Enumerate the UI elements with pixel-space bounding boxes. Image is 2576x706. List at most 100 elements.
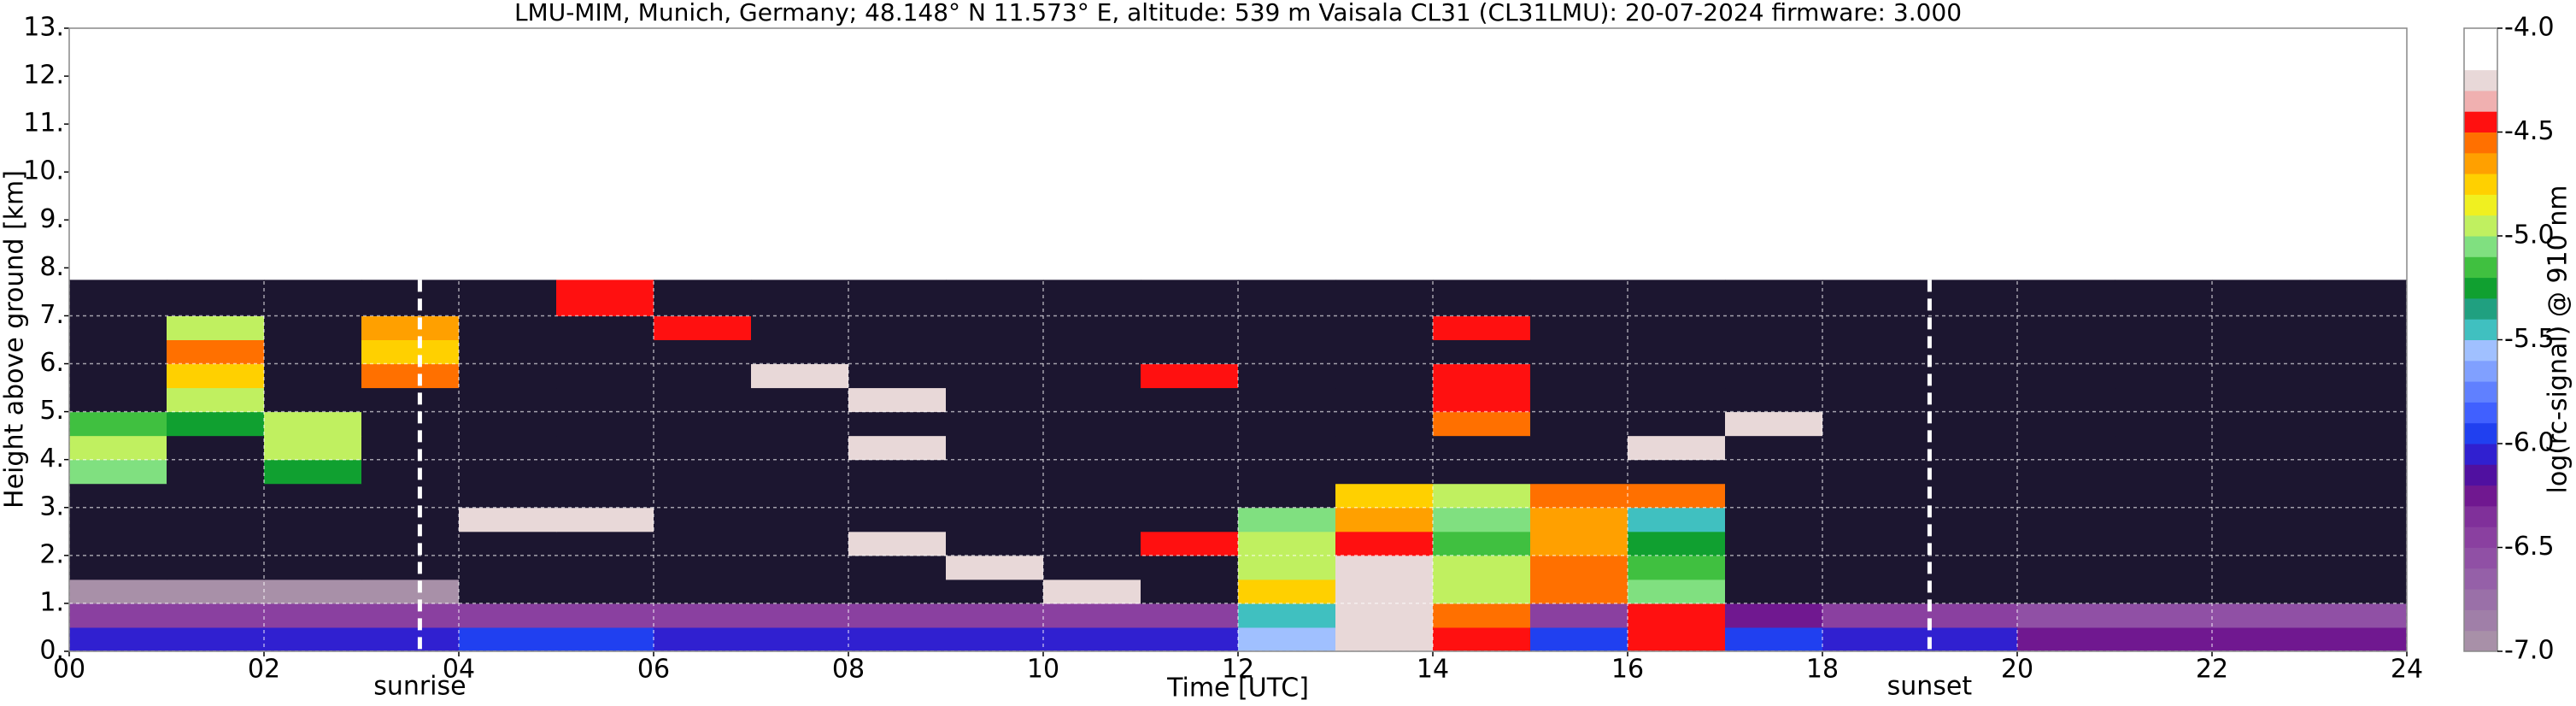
heatmap-cell — [459, 387, 557, 413]
heatmap-cell — [848, 459, 947, 485]
colorbar-swatch — [2464, 256, 2497, 279]
heatmap-cell — [1920, 603, 2018, 628]
heatmap-cell — [1043, 579, 1141, 604]
heatmap-cell — [1335, 555, 1434, 580]
heatmap-cell — [1920, 579, 2018, 604]
heatmap-cell — [1433, 483, 1531, 509]
heatmap-cell — [1238, 363, 1336, 389]
colorbar-swatch — [2464, 277, 2497, 299]
x-tick-label: 06 — [637, 655, 670, 685]
heatmap-cell — [2309, 411, 2408, 437]
heatmap-cell — [848, 555, 947, 580]
heatmap-cell — [1725, 339, 1823, 365]
colorbar-swatch — [2464, 49, 2497, 71]
colorbar-swatch — [2464, 194, 2497, 216]
x-tick-label: 08 — [832, 655, 865, 685]
heatmap-cell — [1335, 627, 1434, 652]
x-tick-label: 20 — [2001, 655, 2033, 685]
heatmap-cell — [654, 387, 752, 413]
heatmap-cell — [361, 555, 460, 580]
colorbar-swatch — [2464, 505, 2497, 527]
heatmap-cell — [2017, 459, 2115, 485]
heatmap-cell — [1725, 279, 1823, 316]
heatmap-cell — [556, 627, 654, 652]
colorbar-tick-label: -7.0 — [2504, 636, 2555, 666]
heatmap-cell — [1238, 279, 1336, 316]
heatmap-cell — [848, 483, 947, 509]
heatmap-cell — [1043, 315, 1141, 340]
heatmap-cell — [1628, 627, 1726, 652]
heatmap-cell — [1822, 507, 1921, 532]
heatmap-cell — [654, 411, 752, 437]
colorbar-tick-label: -4.0 — [2504, 13, 2555, 43]
heatmap-cell — [556, 483, 654, 509]
x-tick-label: 18 — [1806, 655, 1839, 685]
heatmap-cell — [1335, 459, 1434, 485]
heatmap-cell — [361, 363, 460, 389]
heatmap-cell — [361, 411, 460, 437]
heatmap-cell — [556, 531, 654, 556]
heatmap-cell — [2115, 387, 2213, 413]
colorbar-tick-label: -5.5 — [2504, 324, 2555, 354]
heatmap-cell — [848, 603, 947, 628]
heatmap-cell — [1628, 555, 1726, 580]
heatmap-cell — [1433, 279, 1531, 316]
heatmap-cell — [1141, 579, 1239, 604]
heatmap-cell — [1920, 339, 2018, 365]
heatmap-cell — [1043, 279, 1141, 316]
heatmap-cell — [264, 279, 362, 316]
heatmap-cell — [2212, 627, 2310, 652]
heatmap-cell — [1725, 435, 1823, 461]
heatmap-cell — [1628, 435, 1726, 461]
heatmap-cell — [751, 435, 849, 461]
heatmap-cell — [1920, 483, 2018, 509]
heatmap-cell — [654, 459, 752, 485]
heatmap-cell — [1822, 435, 1921, 461]
heatmap-cell — [264, 531, 362, 556]
colorbar-swatch — [2464, 422, 2497, 444]
heatmap-cell — [1822, 603, 1921, 628]
heatmap-cell — [69, 507, 167, 532]
colorbar-swatch — [2464, 28, 2497, 50]
heatmap-cell — [1628, 531, 1726, 556]
heatmap-cell — [2309, 603, 2408, 628]
heatmap-cell — [2017, 579, 2115, 604]
heatmap-cell — [946, 531, 1044, 556]
heatmap-cell — [1530, 627, 1628, 652]
heatmap-cell — [1822, 579, 1921, 604]
heatmap-cell — [1920, 363, 2018, 389]
heatmap-cell — [2017, 411, 2115, 437]
heatmap-cell — [1725, 459, 1823, 485]
colorbar-swatch — [2464, 485, 2497, 507]
heatmap-cell — [1335, 531, 1434, 556]
heatmap-cell — [1530, 507, 1628, 532]
heatmap-cell — [2309, 579, 2408, 604]
heatmap-cell — [848, 579, 947, 604]
heatmap-cell — [2212, 315, 2310, 340]
heatmap-cell — [459, 459, 557, 485]
heatmap-cell — [361, 459, 460, 485]
heatmap-cell — [264, 435, 362, 461]
heatmap-cell — [848, 531, 947, 556]
heatmap-cell — [167, 603, 265, 628]
heatmap-cell — [2115, 531, 2213, 556]
heatmap-cell — [459, 627, 557, 652]
heatmap-cell — [1725, 627, 1823, 652]
heatmap-cell — [1141, 363, 1239, 389]
heatmap-cell — [1920, 507, 2018, 532]
heatmap-cell — [2017, 315, 2115, 340]
heatmap-cell — [1920, 531, 2018, 556]
plot-frame — [68, 27, 2408, 652]
heatmap-cell — [1335, 315, 1434, 340]
heatmap-cell — [1628, 279, 1726, 316]
heatmap-cell — [848, 387, 947, 413]
colorbar-swatch — [2464, 152, 2497, 174]
y-axis-label: Height above ground [km] — [0, 170, 30, 509]
colorbar-swatch — [2464, 444, 2497, 465]
heatmap-cell — [1920, 459, 2018, 485]
heatmap-cell — [751, 279, 849, 316]
heatmap-cell — [2212, 411, 2310, 437]
heatmap-cell — [167, 531, 265, 556]
heatmap-cell — [751, 627, 849, 652]
